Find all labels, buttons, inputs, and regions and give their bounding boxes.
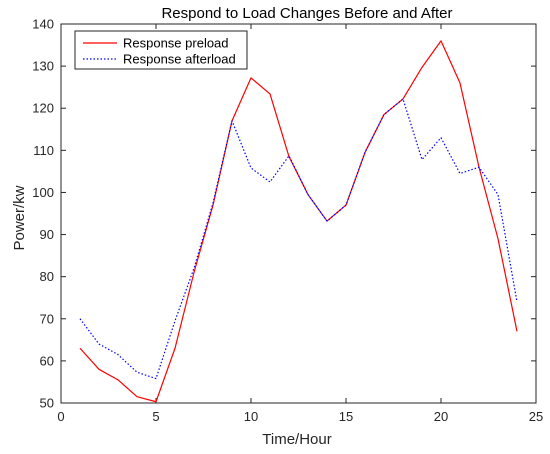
y-axis-label: Power/kw: [11, 185, 28, 250]
y-tick-label: 140: [32, 17, 54, 32]
x-tick-label: 15: [339, 409, 353, 424]
axes-box: [60, 23, 537, 404]
series-line-2: [79, 98, 518, 380]
chart-title: Respond to Load Changes Before and After: [161, 5, 452, 22]
y-tick-label: 120: [32, 101, 54, 116]
y-tick-label: 110: [33, 143, 54, 158]
legend-label-2: Response afterload: [123, 52, 236, 67]
x-axis-label: Time/Hour: [262, 431, 331, 448]
y-tick-label: 90: [40, 227, 54, 242]
x-tick-label: 10: [244, 409, 258, 424]
x-tick-label: 5: [152, 409, 159, 424]
legend-box: [74, 30, 248, 70]
plot-area: 0 5 10 15 20 25 50 60 70 80 90 100 110 120 130 140: [32, 17, 543, 425]
y-tick-label: 130: [32, 59, 54, 74]
x-tick-label: 0: [57, 409, 64, 424]
y-tick-label: 70: [40, 311, 54, 326]
y-tick-label: 50: [40, 396, 54, 411]
y-tick-label: 100: [32, 185, 54, 200]
series-line-1: [79, 40, 518, 403]
x-tick-label: 20: [434, 409, 448, 424]
y-tick-label: 60: [40, 353, 54, 368]
y-tick-label: 80: [40, 269, 54, 284]
legend-label-1: Response preload: [123, 36, 229, 51]
x-tick-label: 25: [529, 409, 543, 424]
